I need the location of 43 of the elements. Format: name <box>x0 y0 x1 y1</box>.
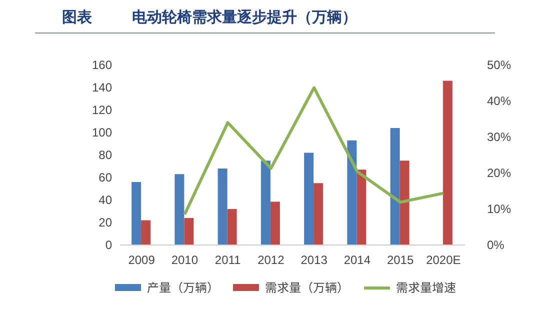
y-tick-label: 160 <box>92 58 112 72</box>
bar <box>270 202 280 245</box>
x-tick-label: 2011 <box>214 253 242 267</box>
y2-tick-label: 10% <box>487 202 512 216</box>
y-tick-label: 140 <box>92 80 112 94</box>
x-tick-label: 2012 <box>258 253 285 267</box>
bar <box>442 80 452 245</box>
x-tick-label: 2010 <box>171 253 198 267</box>
y-tick-label: 100 <box>92 126 112 140</box>
y-tick-label: 20 <box>98 216 112 230</box>
bar <box>400 160 410 245</box>
y2-tick-label: 40% <box>487 94 512 108</box>
x-tick-label: 2015 <box>386 253 414 267</box>
bar <box>390 128 400 245</box>
bar <box>304 152 314 245</box>
x-tick-label: 2020E <box>426 253 461 267</box>
legend-label: 需求量（万辆） <box>265 279 350 296</box>
bar <box>227 209 237 245</box>
x-tick-label: 2013 <box>300 253 328 267</box>
bar <box>141 220 151 245</box>
y2-tick-label: 20% <box>487 166 512 180</box>
bar <box>174 174 184 245</box>
chart-subtitle: 电动轮椅需求量逐步提升（万辆） <box>132 9 357 26</box>
y-tick-label: 80 <box>98 148 112 162</box>
legend-label: 需求量增速 <box>396 279 456 296</box>
y-tick-label: 120 <box>92 103 112 117</box>
bar <box>184 218 194 245</box>
x-tick-label: 2014 <box>344 253 371 267</box>
y-tick-label: 40 <box>98 193 112 207</box>
bar <box>260 160 270 245</box>
bar <box>218 168 228 245</box>
y2-tick-label: 0% <box>487 238 505 252</box>
bar <box>132 182 142 245</box>
legend-label: 产量（万辆） <box>147 279 220 296</box>
y2-tick-label: 50% <box>487 58 512 72</box>
chart-title: 图表 <box>62 9 93 26</box>
bar <box>347 140 357 245</box>
x-tick-label: 2009 <box>128 253 156 267</box>
bar <box>356 170 366 245</box>
y2-tick-label: 30% <box>487 130 512 144</box>
bar <box>314 183 324 245</box>
y-tick-label: 60 <box>98 170 112 184</box>
y-tick-label: 0 <box>105 238 112 252</box>
